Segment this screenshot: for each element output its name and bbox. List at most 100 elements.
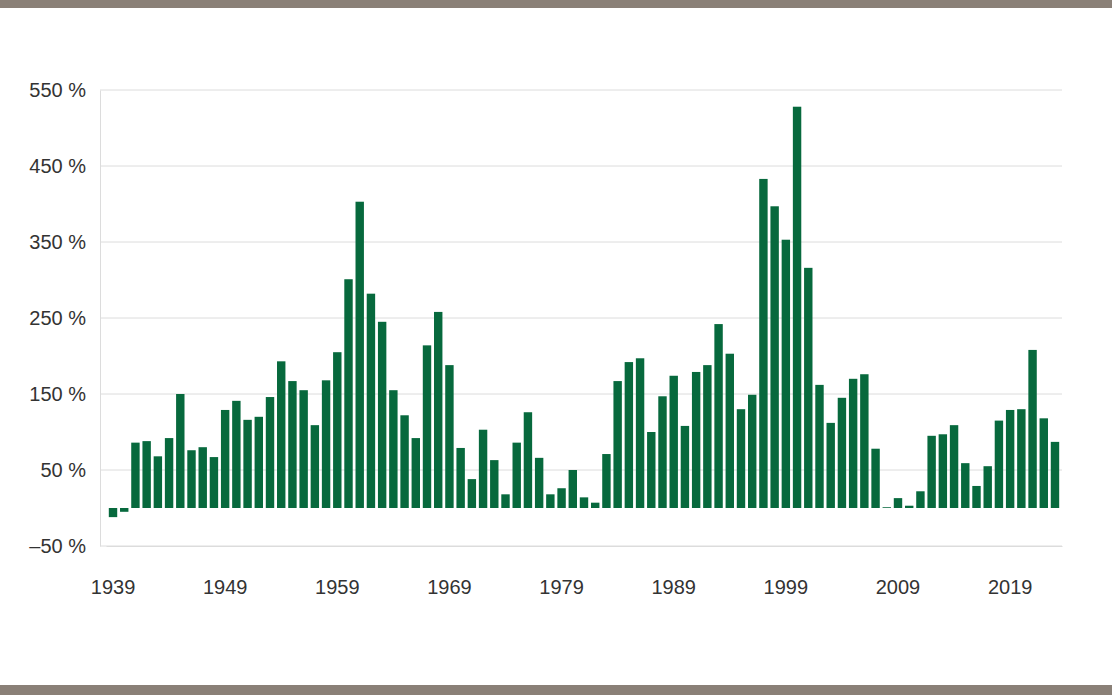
bar	[703, 365, 711, 508]
x-tick-label: 1979	[539, 576, 584, 598]
y-tick-label: 450 %	[29, 155, 86, 177]
bar	[120, 508, 128, 512]
bar	[311, 425, 319, 508]
bar	[255, 417, 263, 508]
y-tick: 350 %	[29, 231, 100, 253]
bar	[423, 345, 431, 508]
bar	[221, 410, 229, 508]
x-tick-label: 2019	[988, 576, 1033, 598]
bar	[748, 395, 756, 508]
bar	[490, 460, 498, 508]
bar	[154, 456, 162, 508]
x-tick: 1939	[91, 546, 135, 598]
grid-line	[100, 318, 1062, 319]
bar	[501, 494, 509, 508]
x-tick-label: 1949	[203, 576, 248, 598]
bar	[916, 491, 924, 508]
bar	[277, 361, 285, 508]
y-tick: 450 %	[29, 155, 100, 177]
bar	[726, 354, 734, 508]
bar	[782, 240, 790, 508]
y-axis-line	[100, 91, 101, 547]
y-tick-label: 250 %	[29, 307, 86, 329]
bar	[950, 425, 958, 508]
bar	[479, 430, 487, 508]
bar	[871, 449, 879, 508]
bar	[939, 434, 947, 508]
bar	[333, 352, 341, 508]
bar	[602, 454, 610, 508]
x-tick-label: 1989	[651, 576, 696, 598]
x-tick-label: 1939	[91, 576, 135, 598]
bar	[860, 374, 868, 508]
x-tick: 1969	[427, 546, 472, 598]
bar	[299, 390, 307, 508]
x-tick: 1979	[539, 546, 584, 598]
bar	[580, 497, 588, 508]
bar	[557, 488, 565, 508]
bottom-band	[0, 685, 1112, 695]
bar	[243, 420, 251, 508]
x-tick: 2019	[988, 546, 1033, 598]
x-tick-label: 1969	[427, 576, 472, 598]
y-axis: –50 %50 %150 %250 %350 %450 %550 %	[29, 79, 100, 557]
bar	[815, 385, 823, 508]
bar	[759, 179, 767, 508]
bar	[714, 324, 722, 508]
bar	[468, 479, 476, 508]
bar	[176, 394, 184, 508]
bar	[513, 443, 521, 508]
grid-line	[100, 394, 1062, 395]
x-tick: 1959	[315, 546, 360, 598]
grid-line	[100, 90, 1062, 91]
bar	[142, 441, 150, 508]
bar	[389, 390, 397, 508]
y-tick: 50 %	[40, 459, 100, 481]
bar	[456, 448, 464, 508]
y-tick: 250 %	[29, 307, 100, 329]
bar	[1028, 350, 1036, 508]
bar	[995, 421, 1003, 508]
y-tick-label: 50 %	[40, 459, 86, 481]
bar	[793, 107, 801, 508]
bar	[636, 358, 644, 508]
bar	[849, 379, 857, 508]
bar	[322, 380, 330, 508]
bar	[199, 447, 207, 508]
bar	[412, 438, 420, 508]
x-axis-line	[107, 546, 1063, 547]
bar	[972, 486, 980, 508]
bar	[524, 412, 532, 508]
x-tick-label: 2009	[876, 576, 921, 598]
bar	[400, 415, 408, 508]
bar	[827, 423, 835, 508]
x-tick: 2009	[876, 546, 921, 598]
bar	[344, 279, 352, 508]
bar	[434, 312, 442, 508]
bar	[569, 470, 577, 508]
x-tick: 1949	[203, 546, 248, 598]
bar	[927, 436, 935, 508]
y-tick-label: 350 %	[29, 231, 86, 253]
bar	[591, 503, 599, 508]
bar	[546, 494, 554, 508]
y-tick-label: –50 %	[29, 535, 86, 557]
bar	[613, 381, 621, 508]
bar	[625, 362, 633, 508]
bar	[288, 381, 296, 508]
x-tick: 1989	[651, 546, 696, 598]
bar	[109, 508, 117, 517]
bar	[445, 365, 453, 508]
bar	[367, 294, 375, 508]
y-tick: 150 %	[29, 383, 100, 405]
grid-line	[100, 166, 1062, 167]
bar	[535, 458, 543, 508]
bar	[894, 498, 902, 508]
top-band	[0, 0, 1112, 8]
bars	[109, 107, 1059, 517]
bar	[984, 466, 992, 508]
bar	[647, 432, 655, 508]
bar	[737, 409, 745, 508]
bar	[165, 438, 173, 508]
grid-line	[100, 242, 1062, 243]
